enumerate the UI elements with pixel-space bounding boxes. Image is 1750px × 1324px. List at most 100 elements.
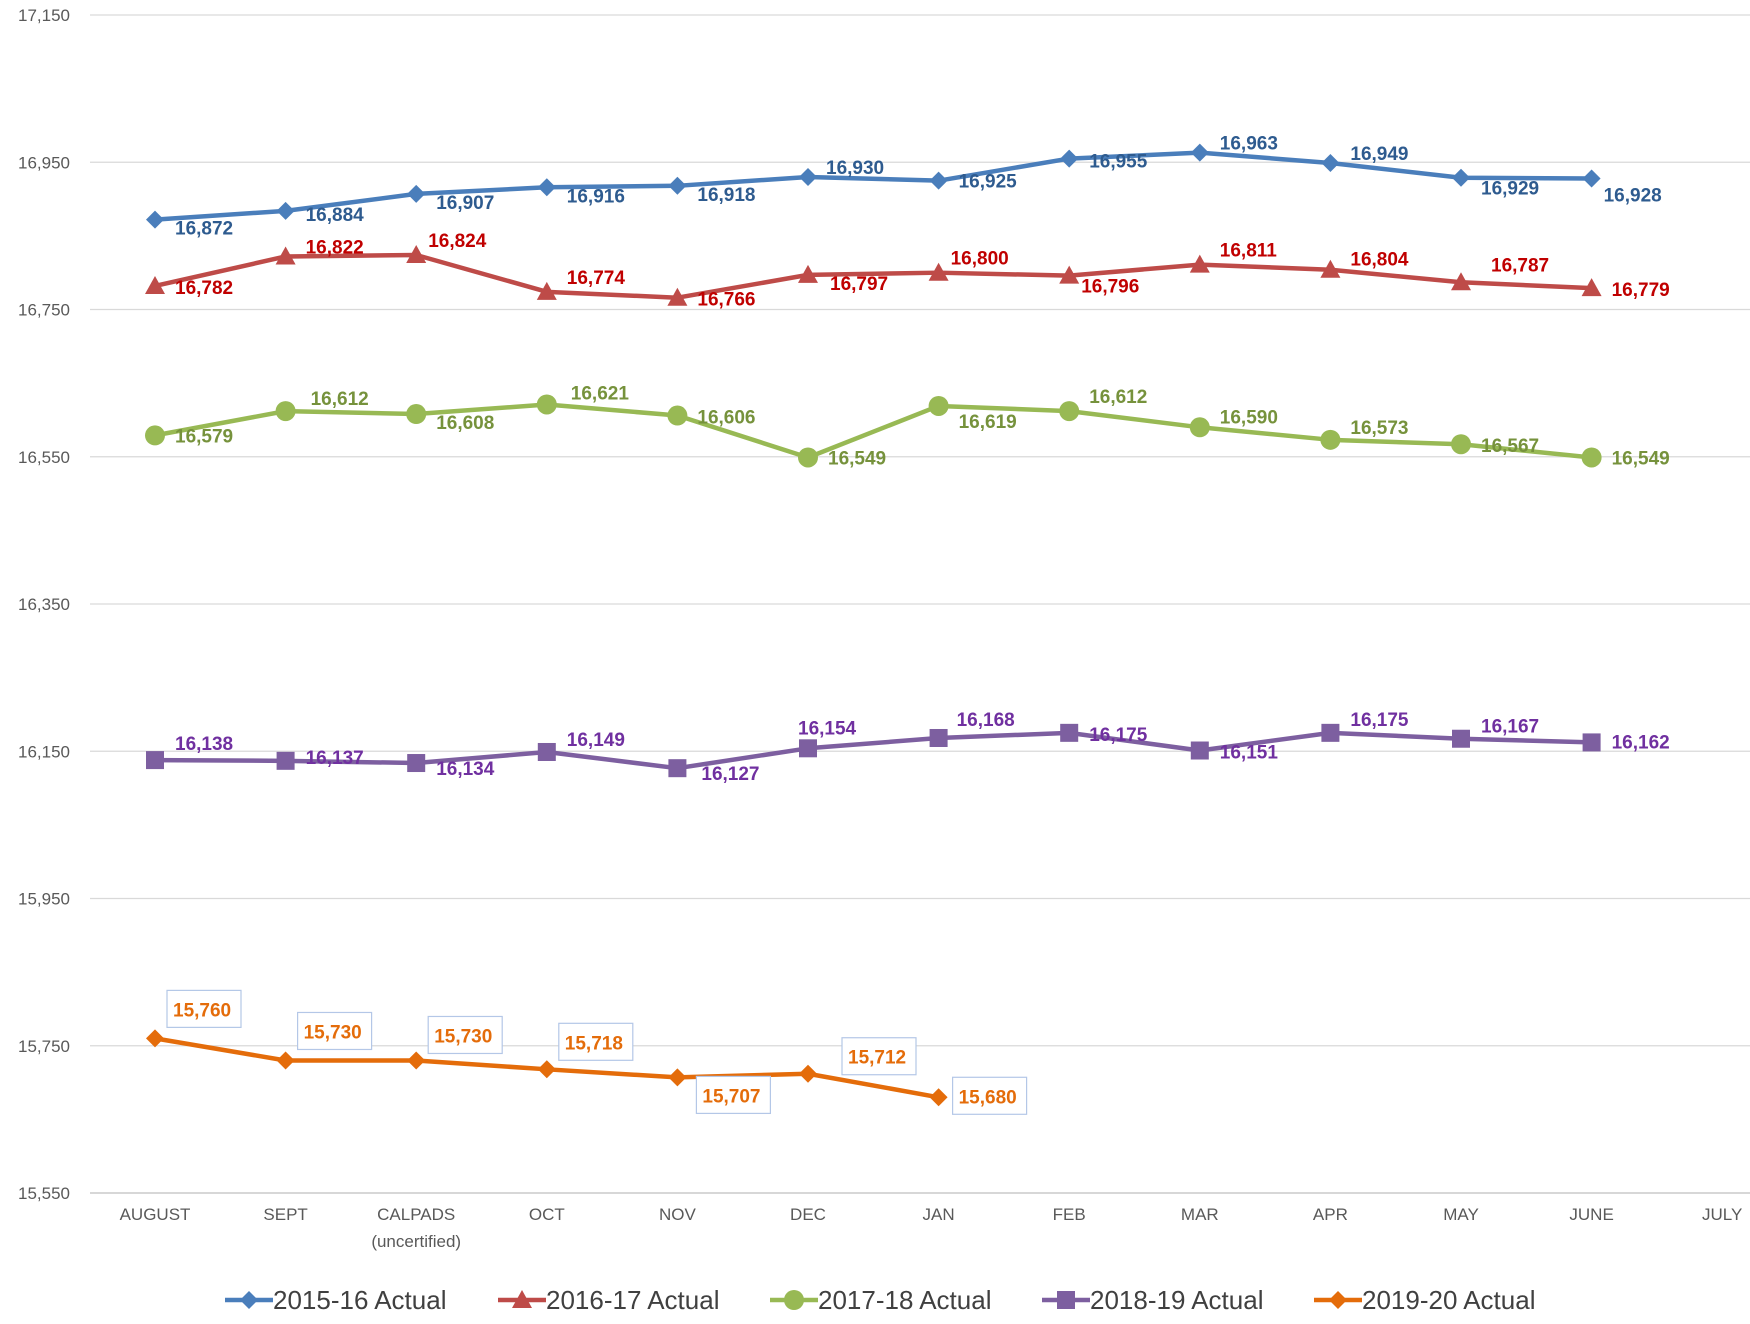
data-label: 16,797 [830, 274, 888, 295]
data-label: 16,127 [701, 764, 759, 785]
legend-label: 2019-20 Actual [1362, 1285, 1535, 1315]
legend-label: 2016-17 Actual [546, 1285, 719, 1315]
data-label-box [558, 1022, 634, 1061]
x-tick-label: DEC [790, 1205, 826, 1224]
data-label-box [841, 1037, 917, 1076]
data-point-marker [1329, 1291, 1347, 1309]
data-point-marker [1451, 272, 1471, 291]
data-point-marker [145, 275, 165, 294]
data-point-marker [537, 742, 556, 761]
data-point-marker [799, 167, 817, 186]
data-point-marker [799, 1064, 817, 1083]
legend-item: 2018-19 Actual [1042, 1285, 1263, 1315]
data-label: 15,760 [173, 1000, 231, 1021]
data-point-marker [276, 201, 295, 220]
data-label: 16,137 [306, 748, 364, 769]
legend-item: 2019-20 Actual [1314, 1285, 1535, 1315]
data-label: 16,907 [436, 193, 494, 214]
data-point-marker [146, 751, 164, 770]
data-label: 16,766 [697, 290, 755, 311]
data-label: 16,918 [697, 185, 755, 206]
data-label: 16,549 [828, 448, 886, 469]
data-label: 16,590 [1220, 407, 1278, 428]
data-point-marker [1321, 723, 1340, 742]
data-point-marker [668, 176, 687, 195]
y-tick-label: 16,950 [18, 153, 70, 172]
data-label: 16,621 [571, 383, 630, 404]
data-point-marker [536, 281, 557, 300]
legend-label: 2015-16 Actual [273, 1285, 446, 1315]
data-label: 16,573 [1350, 418, 1408, 439]
data-point-marker [798, 264, 818, 283]
data-label: 16,168 [957, 710, 1015, 731]
y-tick-label: 16,150 [18, 742, 70, 761]
data-point-marker [1452, 729, 1470, 748]
data-label: 16,963 [1220, 134, 1278, 155]
data-label: 16,822 [306, 237, 364, 258]
series-5 [146, 1029, 948, 1107]
data-point-marker [784, 1290, 804, 1310]
x-tick-label: JULY [1702, 1205, 1742, 1224]
data-point-marker [667, 287, 688, 306]
data-point-marker [276, 751, 295, 770]
data-label: 16,149 [567, 730, 625, 751]
data-label: 16,162 [1612, 732, 1670, 753]
data-label: 16,151 [1220, 743, 1279, 764]
x-tick-label: CALPADS (uncertified) [371, 1205, 461, 1251]
data-point-marker [146, 210, 164, 229]
y-axis: 15,550 15,750 15,950 16,150 16,350 16,550 16,7… [18, 6, 70, 1203]
x-tick-label: SEPT [263, 1205, 307, 1224]
data-label: 16,804 [1350, 250, 1409, 271]
data-label: 15,730 [304, 1022, 362, 1043]
data-label-box [427, 1015, 503, 1055]
legend: 2015-16 Actual 2016-17 Actual 2017-18 Actu… [225, 1285, 1535, 1315]
data-label: 16,930 [826, 158, 884, 179]
data-point-marker [928, 262, 949, 281]
series-4 [146, 723, 1601, 778]
data-label: 16,606 [697, 408, 755, 429]
data-point-marker [1059, 265, 1080, 284]
data-point-marker [1451, 434, 1471, 455]
legend-item: 2015-16 Actual [225, 1285, 446, 1315]
data-label: 15,718 [565, 1033, 623, 1054]
data-label: 16,929 [1481, 179, 1539, 200]
data-label: 16,916 [567, 186, 625, 207]
data-label: 16,949 [1350, 144, 1408, 165]
data-label: 16,779 [1612, 280, 1670, 301]
data-label: 16,796 [1081, 277, 1139, 298]
data-label: 16,955 [1089, 152, 1148, 173]
legend-item: 2017-18 Actual [770, 1285, 991, 1315]
data-label: 16,782 [175, 278, 233, 299]
data-point-marker [1321, 153, 1340, 172]
y-tick-label: 16,750 [18, 301, 70, 320]
series-3 [145, 394, 1602, 468]
data-point-marker [407, 184, 426, 203]
data-point-marker [512, 1290, 532, 1308]
data-label: 15,712 [848, 1048, 906, 1069]
x-tick-label: FEB [1053, 1205, 1086, 1224]
data-point-marker [1320, 429, 1341, 450]
data-point-marker [1190, 741, 1209, 760]
data-label: 16,619 [959, 412, 1017, 433]
x-tick-label: JUNE [1569, 1205, 1613, 1224]
data-label: 16,925 [959, 172, 1018, 193]
data-label: 16,928 [1604, 185, 1662, 206]
data-label: 16,800 [951, 249, 1009, 270]
data-point-marker [668, 759, 687, 778]
data-labels: 16,872 16,884 16,907 16,916 16,918 16,930 16,9… [166, 134, 1670, 1115]
data-label-box [695, 1075, 772, 1115]
x-tick-label: NOV [659, 1205, 697, 1224]
data-point-marker [1189, 254, 1210, 273]
data-label: 16,154 [798, 718, 857, 739]
data-point-marker [668, 1068, 687, 1087]
data-point-marker [275, 246, 296, 265]
y-tick-label: 16,350 [18, 595, 70, 614]
data-label: 15,680 [959, 1087, 1017, 1108]
data-label: 16,872 [175, 219, 233, 240]
data-label-box [166, 989, 242, 1028]
data-point-marker [1189, 417, 1210, 438]
data-point-marker [1581, 447, 1602, 468]
data-label-box [297, 1011, 373, 1051]
data-point-marker [1059, 401, 1080, 422]
